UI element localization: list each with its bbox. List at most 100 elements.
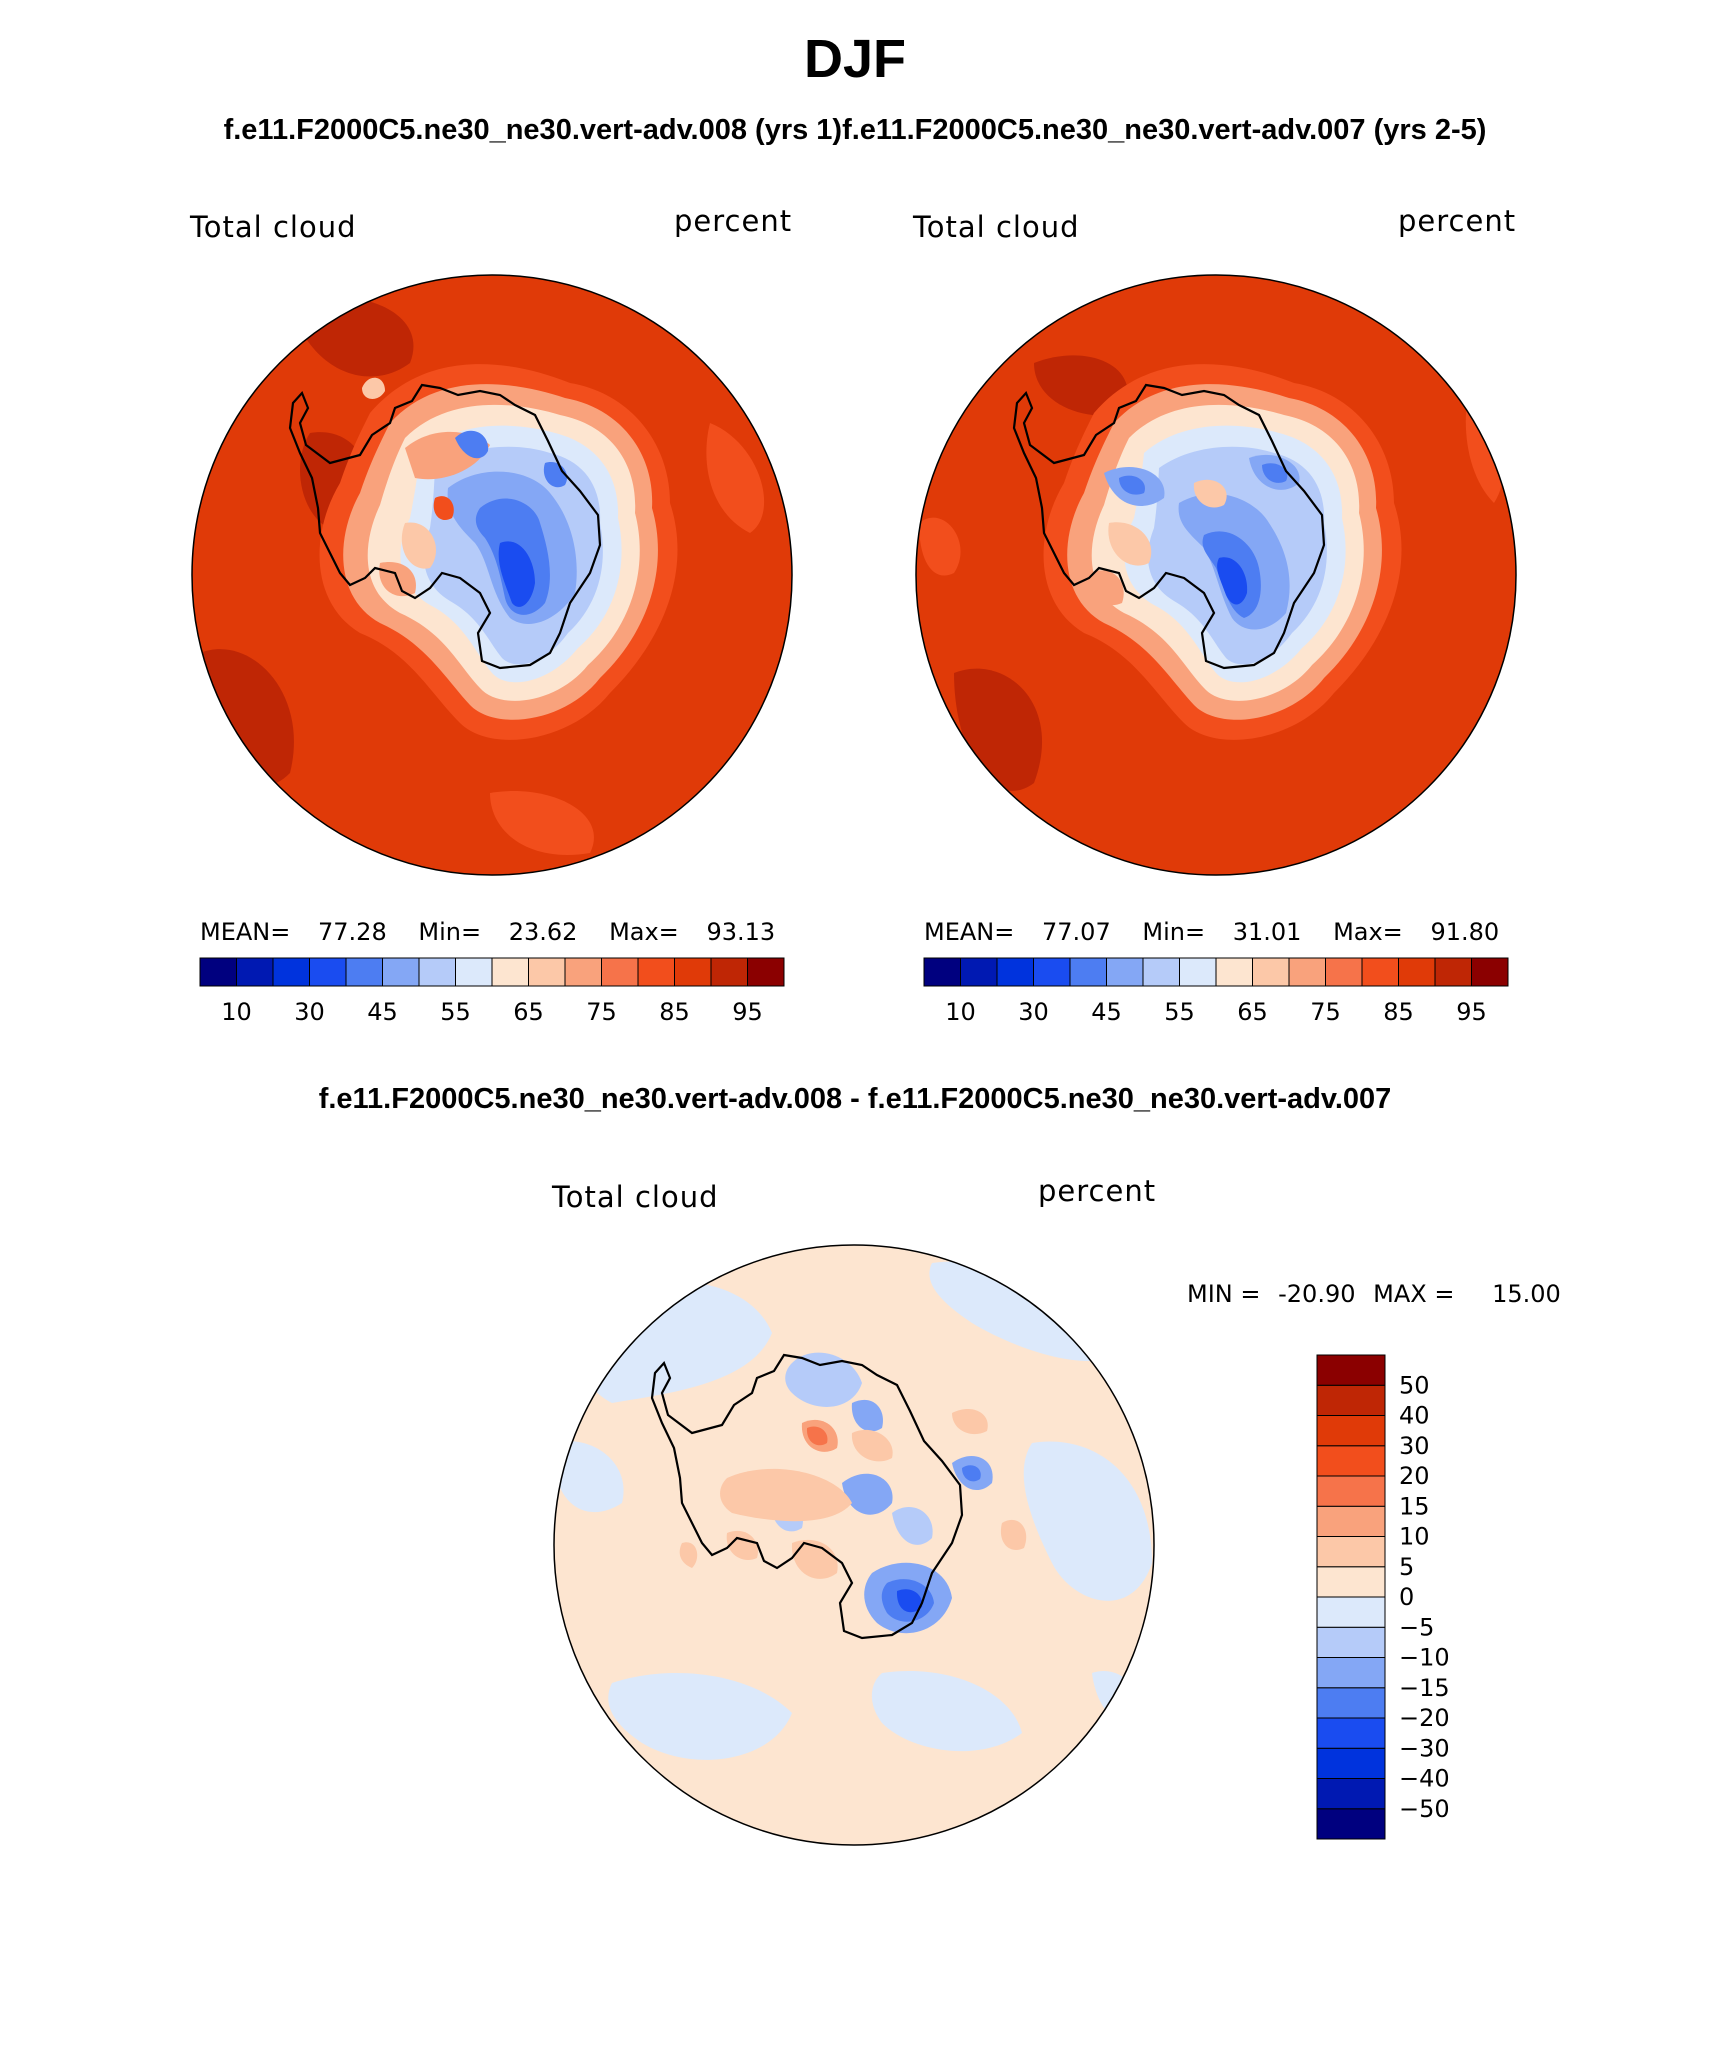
panel2-light-patch xyxy=(919,517,961,576)
panel3-min-value: -20.90 xyxy=(1278,1280,1356,1308)
panel3-antarctica-coastline xyxy=(650,1353,964,1640)
colorbar-swatch xyxy=(1316,1475,1386,1507)
panel3-positive-patch xyxy=(726,1530,758,1561)
panel3-positive-patch xyxy=(952,1409,988,1435)
colorbar-tick-label: 10 xyxy=(1399,1523,1430,1551)
colorbar-tick-label: 55 xyxy=(440,998,471,1026)
panel3-negative-patch xyxy=(851,1399,883,1432)
panel3-negative-patch xyxy=(842,1473,893,1515)
colorbar-swatch xyxy=(996,957,1034,987)
colorbar-tick-label: −20 xyxy=(1399,1704,1450,1732)
panel1-max-value: 93.13 xyxy=(706,918,776,946)
panel2-max-label: Max= xyxy=(1333,918,1403,946)
panel3-negative-patch xyxy=(785,1352,862,1407)
panel3-negative-patch xyxy=(962,1465,981,1482)
colorbar-swatch xyxy=(1316,1687,1386,1719)
panel3-max-patch xyxy=(806,1426,828,1446)
colorbar-swatch xyxy=(1179,957,1217,987)
colorbar-swatch xyxy=(1325,957,1363,987)
panel3-positive-patch xyxy=(720,1468,852,1522)
panel1-mean-label: MEAN= xyxy=(200,918,291,946)
colorbar-swatch xyxy=(418,957,456,987)
colorbar-swatch xyxy=(1288,957,1326,987)
colorbar-swatch xyxy=(382,957,420,987)
panel3-negative-patch xyxy=(608,1673,792,1760)
colorbar-tick-label: 5 xyxy=(1399,1553,1414,1581)
panel3-negative-patch xyxy=(871,1671,1022,1752)
colorbar-swatch xyxy=(1215,957,1253,987)
panel1-colorbar: 10 30 45 55 65 75 85 95 xyxy=(199,957,785,1026)
colorbar-tick-label: 45 xyxy=(1091,998,1122,1026)
panel3-positive-patch xyxy=(1000,1519,1027,1551)
colorbar-tick-label: 75 xyxy=(1310,998,1341,1026)
colorbar-tick-label: 75 xyxy=(586,998,617,1026)
panel1-units-label: percent xyxy=(674,204,793,238)
colorbar-swatch xyxy=(491,957,529,987)
colorbar-tick-label: −10 xyxy=(1399,1644,1450,1672)
panel1-map-border xyxy=(191,274,793,876)
colorbar-tick-label: 95 xyxy=(1456,998,1487,1026)
panel3-units-label: percent xyxy=(1038,1174,1157,1208)
colorbar-swatch xyxy=(1316,1505,1386,1537)
panel1-light-patch xyxy=(706,423,765,533)
top-subtitle: f.e11.F2000C5.ne30_ne30.vert-adv.008 (yr… xyxy=(223,114,1487,146)
panel1-map xyxy=(191,274,793,876)
panel2-mean-label: MEAN= xyxy=(924,918,1015,946)
panel3-map-border xyxy=(553,1244,1155,1846)
panel3-variable-label: Total cloud xyxy=(552,1180,719,1214)
colorbar-tick-label: 10 xyxy=(221,998,252,1026)
colorbar-swatch xyxy=(601,957,639,987)
colorbar-swatch xyxy=(637,957,675,987)
colorbar-tick-label: 65 xyxy=(1237,998,1268,1026)
panel3-min-patch xyxy=(896,1589,923,1613)
colorbar-swatch xyxy=(1316,1626,1386,1658)
colorbar-swatch xyxy=(1142,957,1180,987)
colorbar-tick-label: 50 xyxy=(1399,1371,1430,1399)
colorbar-tick-label: 65 xyxy=(513,998,544,1026)
colorbar-swatch xyxy=(1434,957,1472,987)
colorbar-swatch xyxy=(960,957,998,987)
panel1-min-value: 23.62 xyxy=(508,918,578,946)
colorbar-tick-label: 30 xyxy=(1018,998,1049,1026)
panel2-mean-value: 77.07 xyxy=(1042,918,1111,946)
colorbar-tick-label: −50 xyxy=(1399,1795,1450,1823)
panel3-positive-patch xyxy=(851,1429,893,1462)
colorbar-tick-label: −5 xyxy=(1399,1613,1434,1641)
colorbar-swatch xyxy=(747,957,785,987)
figure-title: DJF xyxy=(803,29,906,89)
colorbar-swatch xyxy=(236,957,274,987)
colorbar-swatch xyxy=(345,957,383,987)
colorbar-tick-label: −15 xyxy=(1399,1674,1450,1702)
colorbar-swatch xyxy=(1471,957,1509,987)
colorbar-swatch xyxy=(564,957,602,987)
colorbar-swatch xyxy=(1316,1536,1386,1568)
colorbar-tick-label: 15 xyxy=(1399,1492,1430,1520)
panel3-negative-patch xyxy=(554,1441,624,1513)
panel2-dark-patch xyxy=(1034,355,1128,416)
colorbar-swatch xyxy=(1316,1566,1386,1598)
colorbar-swatch xyxy=(1316,1808,1386,1840)
panel3-positive-patch xyxy=(679,1542,698,1568)
colorbar-tick-label: 0 xyxy=(1399,1583,1414,1611)
panel3-positive-patch xyxy=(791,1539,838,1579)
colorbar-swatch xyxy=(1316,1415,1386,1447)
colorbar-swatch xyxy=(455,957,493,987)
colorbar-swatch xyxy=(1316,1778,1386,1810)
panel2-units-label: percent xyxy=(1398,204,1517,238)
panel1-variable-label: Total cloud xyxy=(190,210,357,244)
colorbar-swatch xyxy=(1316,1384,1386,1416)
colorbar-swatch xyxy=(1316,1747,1386,1779)
colorbar-swatch xyxy=(1361,957,1399,987)
colorbar-swatch xyxy=(1398,957,1436,987)
colorbar-tick-label: 30 xyxy=(1399,1432,1430,1460)
panel2-min-label: Min= xyxy=(1142,918,1206,946)
diff-subtitle: f.e11.F2000C5.ne30_ne30.vert-adv.008 - f… xyxy=(318,1083,1392,1115)
colorbar-tick-label: 95 xyxy=(732,998,763,1026)
colorbar-tick-label: 45 xyxy=(367,998,398,1026)
panel1-max-label: Max= xyxy=(609,918,679,946)
colorbar-tick-label: 40 xyxy=(1399,1402,1430,1430)
colorbar-swatch xyxy=(674,957,712,987)
colorbar-swatch xyxy=(1316,1445,1386,1477)
panel2-min-value: 31.01 xyxy=(1232,918,1302,946)
